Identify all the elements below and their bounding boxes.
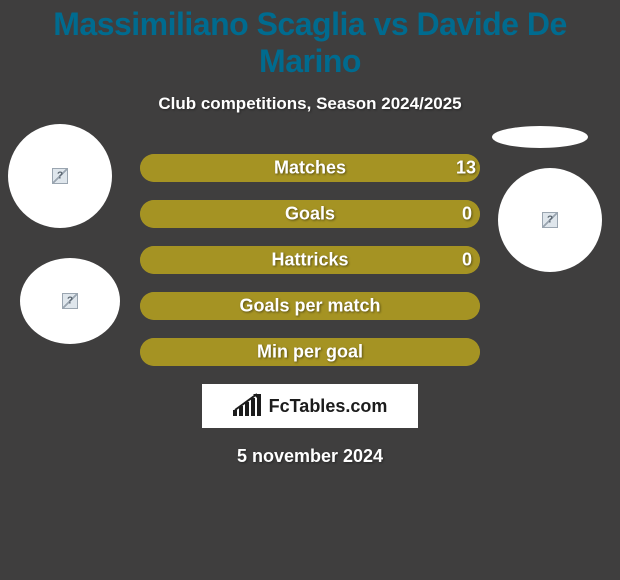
stat-bar: Goals per match <box>140 292 480 320</box>
date-label: 5 november 2024 <box>0 446 620 467</box>
stat-bar-value: 0 <box>462 204 472 225</box>
stat-bar-label: Goals per match <box>239 296 380 317</box>
broken-image-icon <box>542 212 558 228</box>
stat-bar: Min per goal <box>140 338 480 366</box>
branding-text: FcTables.com <box>269 396 388 417</box>
stat-bar: Matches 13 <box>140 154 480 182</box>
subtitle: Club competitions, Season 2024/2025 <box>0 94 620 114</box>
branding-box: FcTables.com <box>202 384 418 428</box>
broken-image-icon <box>52 168 68 184</box>
player-avatar-ellipse <box>492 126 588 148</box>
player-avatar <box>8 124 112 228</box>
stat-bar: Goals 0 <box>140 200 480 228</box>
stat-bar-label: Goals <box>285 204 335 225</box>
stat-bar-value: 13 <box>456 158 476 179</box>
player-avatar <box>20 258 120 344</box>
stat-bar-label: Min per goal <box>257 342 363 363</box>
stat-bar: Hattricks 0 <box>140 246 480 274</box>
player-avatar <box>498 168 602 272</box>
stat-bar-label: Hattricks <box>271 250 348 271</box>
page-title: Massimiliano Scaglia vs Davide De Marino <box>0 0 620 80</box>
stat-bar-label: Matches <box>274 158 346 179</box>
stat-bar-value: 0 <box>462 250 472 271</box>
fctables-logo-icon <box>233 392 263 421</box>
broken-image-icon <box>62 293 78 309</box>
